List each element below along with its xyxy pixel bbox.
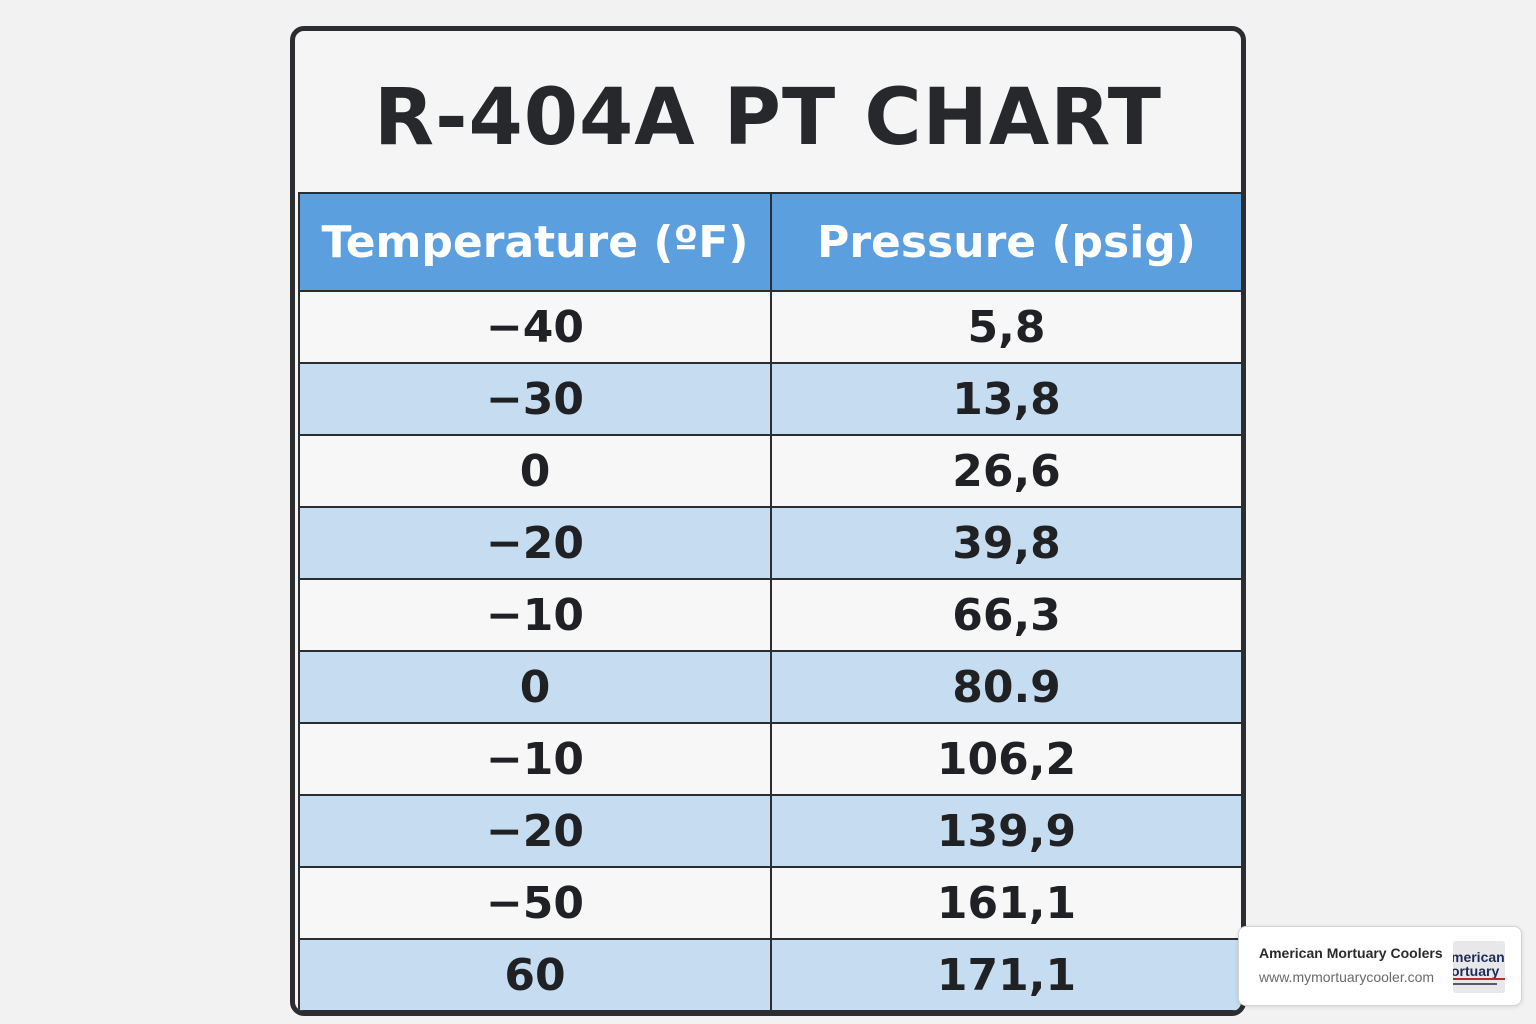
badge-company-name: American Mortuary Coolers xyxy=(1259,945,1443,961)
pressure-cell: 106,2 xyxy=(770,722,1241,796)
table-row: −40 5,8 xyxy=(298,290,1241,364)
company-logo-icon: merican ortuary xyxy=(1453,941,1505,993)
temperature-cell: 60 xyxy=(298,938,772,1011)
pressure-cell: 161,1 xyxy=(770,866,1241,940)
pressure-cell: 66,3 xyxy=(770,578,1241,652)
chart-title: R-404A PT CHART xyxy=(374,72,1162,163)
table-row: −30 13,8 xyxy=(298,362,1241,436)
title-area: R-404A PT CHART xyxy=(295,31,1241,192)
pressure-cell: 26,6 xyxy=(770,434,1241,508)
badge-url[interactable]: www.mymortuarycooler.com xyxy=(1259,969,1435,985)
pt-table: Temperature (ºF) Pressure (psig) −40 5,8−… xyxy=(298,192,1241,1011)
temperature-cell: −20 xyxy=(298,794,772,868)
pressure-cell: 5,8 xyxy=(770,290,1241,364)
table-row: −50 161,1 xyxy=(298,866,1241,940)
pressure-cell: 139,9 xyxy=(770,794,1241,868)
temperature-cell: −50 xyxy=(298,866,772,940)
column-header-pressure: Pressure (psig) xyxy=(770,192,1241,292)
table-header-row: Temperature (ºF) Pressure (psig) xyxy=(298,192,1241,292)
pt-chart-card: R-404A PT CHART Temperature (ºF) Pressur… xyxy=(290,26,1246,1016)
table-row: 0 26,6 xyxy=(298,434,1241,508)
pressure-cell: 171,1 xyxy=(770,938,1241,1011)
table-row: 0 80.9 xyxy=(298,650,1241,724)
table-row: −20 139,9 xyxy=(298,794,1241,868)
column-header-temperature: Temperature (ºF) xyxy=(298,192,772,292)
table-body: −40 5,8 −30 13,8 0 26,6 −20 39,8 −10 66,3 0 80.9 −10… xyxy=(298,290,1241,1011)
temperature-cell: −10 xyxy=(298,722,772,796)
temperature-cell: −30 xyxy=(298,362,772,436)
source-badge[interactable]: American Mortuary Coolers www.mymortuary… xyxy=(1238,926,1522,1006)
temperature-cell: −10 xyxy=(298,578,772,652)
table-row: −10 106,2 xyxy=(298,722,1241,796)
temperature-cell: −20 xyxy=(298,506,772,580)
temperature-cell: 0 xyxy=(298,650,772,724)
table-row: 60 171,1 xyxy=(298,938,1241,1011)
temperature-cell: 0 xyxy=(298,434,772,508)
table-row: −10 66,3 xyxy=(298,578,1241,652)
table-row: −20 39,8 xyxy=(298,506,1241,580)
pressure-cell: 13,8 xyxy=(770,362,1241,436)
pressure-cell: 80.9 xyxy=(770,650,1241,724)
temperature-cell: −40 xyxy=(298,290,772,364)
pressure-cell: 39,8 xyxy=(770,506,1241,580)
